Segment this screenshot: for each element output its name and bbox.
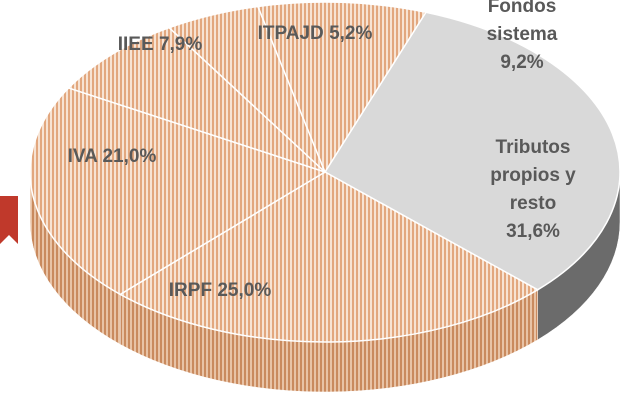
value-label: 9,2% bbox=[500, 52, 544, 73]
value-label: 25,0% bbox=[217, 280, 272, 301]
category-label: IVA bbox=[67, 146, 98, 167]
value-label: 21,0% bbox=[102, 146, 157, 167]
value-label: 7,9% bbox=[158, 34, 203, 55]
value-label: 31,6% bbox=[506, 221, 560, 242]
slice-label: IVA 21,0% bbox=[68, 143, 157, 171]
slice bbox=[118, 171, 540, 343]
category-label: Fondos sistema bbox=[486, 0, 558, 45]
slice-label: Fondos sistema 9,2% bbox=[471, 0, 574, 77]
category-label: Tributos propios y resto bbox=[490, 137, 576, 214]
slice bbox=[29, 87, 327, 296]
slice bbox=[256, 1, 428, 174]
slice-label: IIEE 7,9% bbox=[118, 31, 203, 59]
slice bbox=[67, 26, 326, 173]
category-label: IRPF bbox=[168, 280, 213, 301]
bookmark-icon bbox=[0, 196, 18, 244]
slice-label: ITPAJD 5,2% bbox=[258, 20, 373, 48]
category-label: ITPAJD bbox=[257, 23, 324, 44]
slice-label: IRPF 25,0% bbox=[169, 277, 271, 305]
slice-label: Tributos propios y resto 31,6% bbox=[487, 134, 579, 246]
value-label: 5,2% bbox=[329, 23, 373, 44]
category-label: IIEE bbox=[117, 34, 154, 55]
slice bbox=[323, 11, 621, 291]
